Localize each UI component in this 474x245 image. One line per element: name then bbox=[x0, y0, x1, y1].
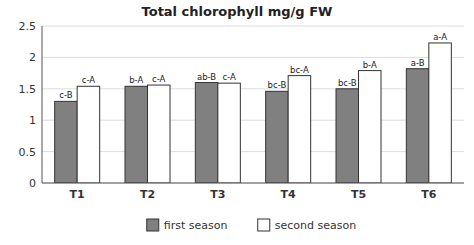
x-tick-label: T2 bbox=[140, 188, 155, 201]
legend-label: first season bbox=[164, 219, 228, 232]
bar bbox=[125, 86, 148, 183]
annotation: bc-A bbox=[290, 65, 309, 75]
x-tick-label: T3 bbox=[210, 188, 225, 201]
title: Total chlorophyll mg/g FW bbox=[142, 4, 333, 19]
grid-line bbox=[42, 88, 464, 89]
y-tick-label: 2.5 bbox=[19, 20, 37, 33]
annotation: c-B bbox=[59, 90, 72, 100]
annotation: b-A bbox=[129, 75, 143, 85]
grid-line bbox=[42, 183, 464, 184]
y-tick-label: 0 bbox=[29, 177, 36, 190]
grid-line bbox=[42, 57, 464, 58]
y-axis bbox=[42, 26, 43, 183]
annotation: a-A bbox=[433, 32, 447, 42]
bar bbox=[359, 71, 382, 183]
bar bbox=[266, 91, 289, 183]
annotation: c-A bbox=[222, 72, 236, 82]
bar bbox=[406, 69, 429, 183]
bar bbox=[336, 89, 359, 183]
annotation: c-A bbox=[82, 75, 96, 85]
x-tick-label: T6 bbox=[421, 188, 437, 201]
annotation: a-B bbox=[411, 58, 425, 68]
bar bbox=[55, 101, 78, 183]
annotation: bc-B bbox=[338, 78, 357, 88]
bar bbox=[77, 86, 100, 183]
x-axis bbox=[42, 183, 464, 184]
annotations: c-B b-A ab-B bc-B bc-B a-B c-A c-A c-A bc-A b-A a-A bbox=[59, 32, 447, 100]
grid-line bbox=[42, 151, 464, 152]
x-tick-label: T4 bbox=[281, 188, 297, 201]
grid-line bbox=[42, 26, 464, 27]
chart: Total chlorophyll mg/g FW 0 0.5 1 1.5 2 2.5 c-B… bbox=[0, 0, 474, 245]
y-tick-label: 0.5 bbox=[19, 146, 37, 159]
annotation: c-A bbox=[152, 74, 166, 84]
bar bbox=[218, 83, 241, 183]
bar bbox=[429, 43, 452, 183]
y-tick-label: 1.5 bbox=[19, 83, 37, 96]
bar bbox=[148, 85, 171, 183]
annotation: bc-B bbox=[268, 80, 287, 90]
annotation: ab-B bbox=[197, 72, 216, 82]
y-tick-label: 1 bbox=[29, 114, 36, 127]
legend-swatch bbox=[258, 219, 270, 231]
bar bbox=[288, 76, 311, 183]
legend: first season second season bbox=[147, 219, 356, 232]
legend-label: second season bbox=[275, 219, 356, 232]
y-tick-label: 2 bbox=[29, 51, 36, 64]
legend-swatch bbox=[147, 219, 159, 231]
x-tick-label: T5 bbox=[351, 188, 366, 201]
bar bbox=[195, 83, 218, 183]
x-tick-label: T1 bbox=[70, 188, 85, 201]
bars bbox=[55, 43, 452, 183]
annotation: b-A bbox=[363, 60, 377, 70]
grid-line bbox=[42, 120, 464, 121]
